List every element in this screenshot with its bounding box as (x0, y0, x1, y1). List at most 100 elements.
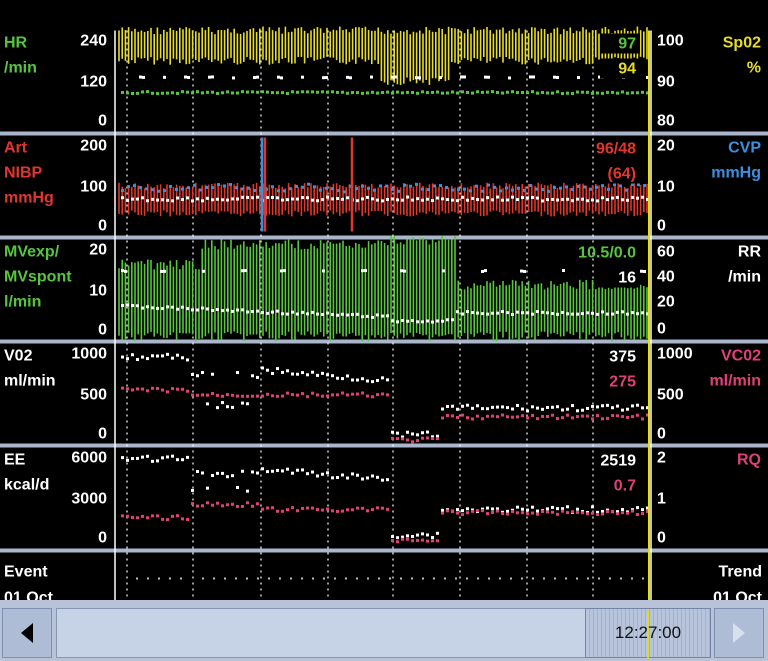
right-label: RR (738, 244, 762, 261)
timeline-dot (422, 577, 424, 580)
timeline-dot (268, 577, 270, 580)
left-label: /min (4, 60, 37, 77)
trend-dots (121, 386, 649, 444)
timeline-dot (147, 577, 149, 580)
timeline-dot (334, 577, 336, 580)
right-tick-label: 10 (657, 179, 675, 196)
value-backdrop (600, 475, 640, 496)
trend-dots (121, 352, 649, 439)
timeline-dot (389, 577, 391, 580)
timeline-dot (158, 577, 160, 580)
timeline-dot (235, 577, 237, 580)
left-tick-label: 200 (80, 138, 107, 155)
trend-scrollbar[interactable]: 12:27:00 (0, 600, 768, 661)
timeline-dot (224, 577, 226, 580)
timeline-dot (246, 577, 248, 580)
timeline-dot (202, 577, 204, 580)
left-label: EE (4, 452, 26, 469)
timeline-dot (411, 577, 413, 580)
panel-divider (0, 443, 768, 448)
arrow-left-icon (21, 623, 33, 643)
right-label: % (747, 60, 761, 77)
left-tick-label: 1000 (71, 346, 107, 363)
timeline-dot (356, 577, 358, 580)
right-tick-label: 100 (657, 33, 684, 50)
left-label: MVexp/ (4, 244, 60, 261)
right-label: mmHg (711, 165, 761, 182)
timeline-dot (521, 577, 523, 580)
trend-dots (121, 195, 649, 203)
left-tick-label: 0 (98, 322, 107, 339)
trend-dots (121, 303, 649, 324)
trend-label: Trend (718, 564, 762, 581)
left-label: MVspont (4, 269, 72, 286)
left-label: kcal/d (4, 477, 49, 494)
trend-dots (121, 90, 649, 96)
current-value: 97 (618, 36, 636, 53)
timeline-dot (433, 577, 435, 580)
timeline-dot (543, 577, 545, 580)
right-tick-label: 20 (657, 294, 675, 311)
timeline-dot (257, 577, 259, 580)
left-tick-label: 0 (98, 426, 107, 443)
trend-dots (121, 182, 646, 194)
event-label: Event (4, 564, 48, 581)
right-label: /min (728, 269, 761, 286)
panel-divider (0, 548, 768, 553)
right-tick-label: 20 (657, 138, 675, 155)
left-tick-label: 20 (89, 242, 107, 259)
right-tick-label: 2 (657, 450, 666, 467)
left-tick-label: 0 (98, 218, 107, 235)
current-value: 375 (609, 349, 636, 366)
left-tick-label: 100 (80, 179, 107, 196)
right-tick-label: 90 (657, 74, 675, 91)
timeline-dot (576, 577, 578, 580)
right-tick-label: 40 (657, 269, 675, 286)
timeline-dot (312, 577, 314, 580)
value-backdrop (600, 138, 640, 159)
timeline-dot (620, 577, 622, 580)
scroll-left-button[interactable] (2, 608, 52, 658)
current-value: (64) (608, 166, 636, 183)
current-value: 16 (618, 270, 636, 287)
left-label: ml/min (4, 373, 56, 390)
left-tick-label: 120 (80, 74, 107, 91)
timeline-dot (609, 577, 611, 580)
left-tick-label: 6000 (71, 450, 107, 467)
timeline-dot (301, 577, 303, 580)
trend-series (118, 26, 648, 85)
timeline-dot (631, 577, 633, 580)
left-label: Art (4, 140, 28, 157)
trend-dots (121, 269, 646, 273)
cursor-marker (647, 609, 649, 659)
left-label: mmHg (4, 190, 54, 207)
timeline-dot (565, 577, 567, 580)
left-tick-label: 500 (80, 387, 107, 404)
value-backdrop (600, 267, 640, 288)
current-value: 0.7 (614, 478, 636, 495)
left-tick-label: 0 (98, 113, 107, 130)
timeline-dot (279, 577, 281, 580)
left-tick-label: 3000 (71, 491, 107, 508)
timeline-dot (598, 577, 600, 580)
trend-dots (121, 454, 649, 540)
current-value: 96/48 (596, 141, 636, 158)
timeline-dot (532, 577, 534, 580)
right-tick-label: 1000 (657, 346, 693, 363)
timeline-dot (290, 577, 292, 580)
left-tick-label: 240 (80, 33, 107, 50)
trend-series (118, 235, 648, 342)
scroll-thumb[interactable]: 12:27:00 (585, 608, 711, 659)
value-backdrop (600, 371, 640, 392)
timeline-dot (455, 577, 457, 580)
left-tick-label: 0 (98, 530, 107, 547)
timeline-dot (466, 577, 468, 580)
timeline-dot (367, 577, 369, 580)
current-value: 94 (618, 61, 636, 78)
timeline-dot (642, 577, 644, 580)
timeline-dot (554, 577, 556, 580)
panel-divider (0, 339, 768, 344)
value-backdrop (600, 346, 640, 367)
scroll-right-button[interactable] (714, 608, 764, 658)
